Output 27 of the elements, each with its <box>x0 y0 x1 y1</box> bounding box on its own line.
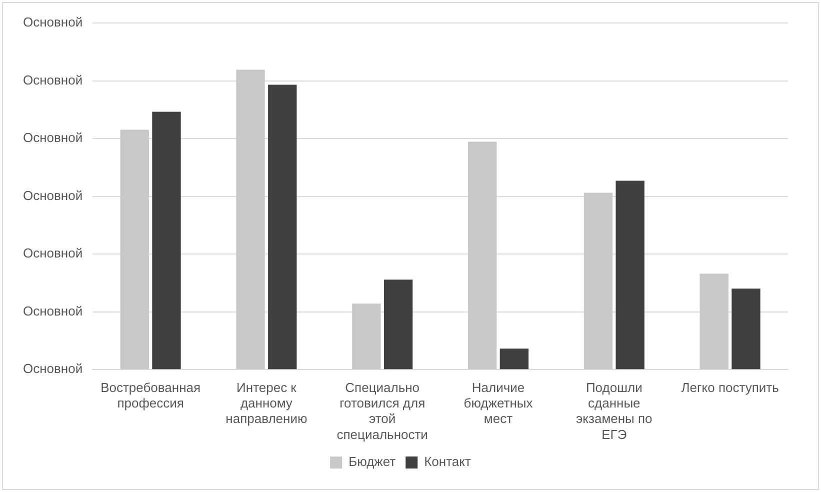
text: Основной <box>22 72 83 88</box>
bar <box>120 130 149 370</box>
text: Основной <box>22 303 83 318</box>
bar <box>732 288 760 370</box>
bar <box>616 180 644 370</box>
x-tick-label: Востребованная профессия <box>100 380 201 411</box>
text: Основной <box>22 188 83 203</box>
legend-label: Бюджет <box>348 454 396 470</box>
x-tick-label: Наличие бюджетных мест <box>464 380 534 426</box>
bar <box>500 348 529 370</box>
bar <box>700 274 728 370</box>
bar <box>152 112 181 370</box>
text: Основной <box>22 246 83 261</box>
bar <box>468 142 497 370</box>
bar <box>236 70 265 370</box>
text: Основной <box>22 130 83 146</box>
x-tick-label: Легко поступить <box>681 380 780 395</box>
x-tick-label: Интерес к данному направлению <box>226 380 308 426</box>
text: Основной <box>22 14 83 30</box>
bar <box>352 304 381 370</box>
bar <box>584 192 613 370</box>
bar <box>268 84 297 370</box>
x-tick-label: Подошли сданные экзамены по ЕГЭ <box>576 380 652 442</box>
text: Основной <box>22 361 83 376</box>
x-tick-label: Специально готовился для этой специальности <box>336 380 428 442</box>
bar <box>384 280 413 370</box>
legend-label: Контакт <box>424 454 471 470</box>
